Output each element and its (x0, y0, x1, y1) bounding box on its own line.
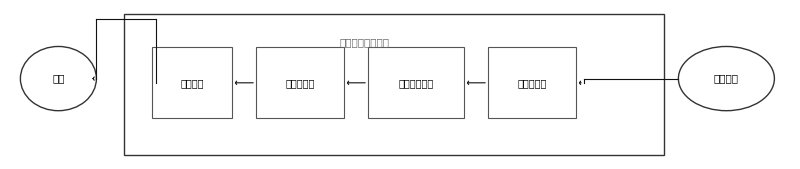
Ellipse shape (678, 46, 774, 111)
Text: 压力传感器: 压力传感器 (518, 78, 546, 88)
Bar (488, 47, 576, 118)
Text: 气压信号: 气压信号 (714, 74, 739, 84)
Bar (124, 14, 664, 155)
Text: 模数转换器: 模数转换器 (286, 78, 314, 88)
Bar (256, 47, 344, 118)
Text: 自动增益控制: 自动增益控制 (398, 78, 434, 88)
Ellipse shape (21, 46, 97, 111)
Bar (152, 47, 232, 118)
Text: 呼吸信号采集系统: 呼吸信号采集系统 (339, 37, 389, 47)
Bar (368, 47, 464, 118)
Text: 微处理器: 微处理器 (180, 78, 204, 88)
Text: 串口: 串口 (52, 74, 65, 84)
